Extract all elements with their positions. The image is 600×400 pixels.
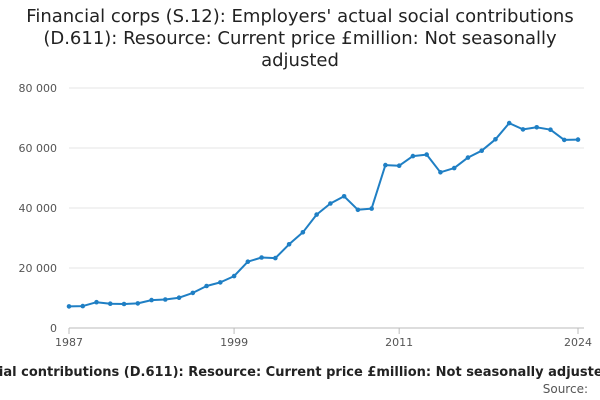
data-point <box>451 165 457 171</box>
data-point <box>465 155 471 160</box>
data-point <box>121 301 127 307</box>
data-point <box>176 295 182 301</box>
data-point <box>300 230 306 235</box>
data-point <box>190 290 196 296</box>
x-tick-label: 2024 <box>564 336 592 349</box>
data-point <box>493 137 498 142</box>
data-point <box>575 137 581 142</box>
data-point <box>438 170 443 175</box>
data-point <box>548 127 553 132</box>
data-point <box>314 212 319 217</box>
data-point <box>259 255 264 260</box>
data-point <box>94 299 99 305</box>
data-point <box>383 162 388 168</box>
data-point <box>66 304 72 309</box>
data-point <box>424 152 429 157</box>
chart-title-line-1: Financial corps (S.12): Employers' actua… <box>26 6 574 27</box>
x-tick-label: 2011 <box>385 336 413 349</box>
data-point <box>286 242 292 247</box>
data-point <box>534 125 540 130</box>
data-point <box>80 303 86 309</box>
chart-title-line-2: (D.611): Resource: Current price £millio… <box>43 28 557 49</box>
data-point <box>561 137 567 143</box>
data-point <box>149 297 154 303</box>
data-point <box>369 206 374 211</box>
data-point <box>520 127 526 132</box>
source-label: Source: <box>542 382 588 396</box>
x-tick-label: 1999 <box>220 336 248 349</box>
data-point <box>396 163 402 168</box>
data-point <box>479 148 485 153</box>
data-point <box>218 280 223 285</box>
data-point <box>410 153 416 159</box>
data-point <box>204 283 209 289</box>
y-tick-label: 60 000 <box>19 142 58 155</box>
data-point <box>231 273 237 279</box>
series-line <box>68 122 579 308</box>
data-point <box>273 255 278 261</box>
y-tick-label: 0 <box>50 322 57 335</box>
legend-series-label: Financial corps (S.12): Employers' actua… <box>0 365 600 380</box>
chart-title-line-3: adjusted <box>261 50 339 71</box>
data-point <box>328 201 333 206</box>
chart-title: Financial corps (S.12): Employers' actua… <box>0 6 600 72</box>
x-tick-label: 1987 <box>55 336 83 349</box>
data-point <box>107 301 113 307</box>
y-tick-label: 80 000 <box>19 82 58 95</box>
data-point <box>355 207 361 213</box>
data-point <box>245 259 251 265</box>
data-point <box>506 120 512 126</box>
data-point <box>341 194 347 199</box>
y-tick-label: 20 000 <box>19 262 58 275</box>
legend: Financial corps (S.12): Employers' actua… <box>0 365 600 381</box>
data-point <box>135 301 141 306</box>
data-point <box>162 297 168 302</box>
y-tick-label: 40 000 <box>19 202 58 215</box>
